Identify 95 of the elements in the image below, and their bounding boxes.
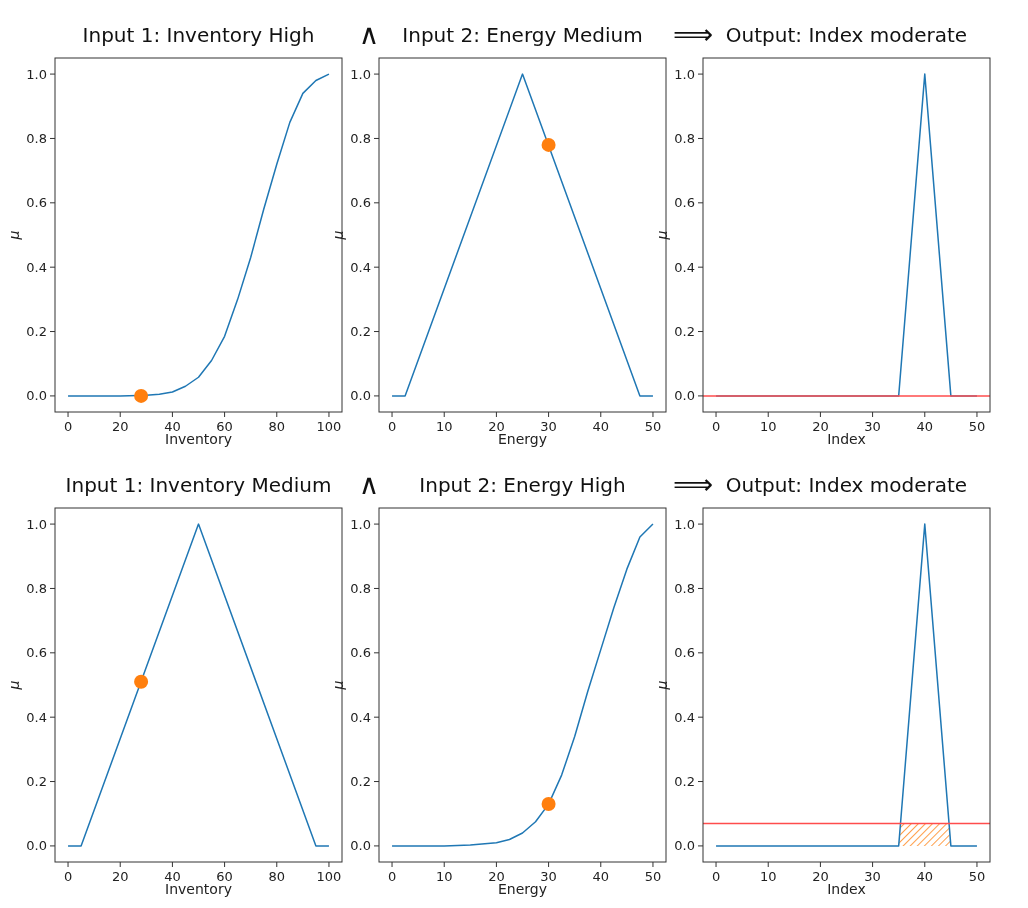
x-tick-label: 10 xyxy=(759,419,777,434)
y-tick-label: 0.2 xyxy=(674,774,695,790)
x-tick-label: 10 xyxy=(759,869,777,884)
chart-title: Input 1: Inventory Medium xyxy=(65,473,332,497)
x-tick-label: 50 xyxy=(644,869,662,884)
y-axis-title: μ xyxy=(330,680,346,691)
x-tick-label: 0 xyxy=(711,869,721,884)
x-tick-label: 80 xyxy=(268,869,286,884)
x-tick-label: 100 xyxy=(316,419,342,434)
y-tick-label: 0.4 xyxy=(674,259,695,275)
x-tick-label: 20 xyxy=(488,419,505,434)
x-tick-label: 30 xyxy=(864,869,881,884)
x-axis-title: Index xyxy=(827,881,866,897)
y-tick-label: 0.0 xyxy=(674,388,695,404)
y-tick-label: 0.4 xyxy=(350,259,371,275)
x-tick-label: 0 xyxy=(387,869,397,884)
y-tick-label: 0.8 xyxy=(674,131,695,146)
text: ⟹ xyxy=(672,18,714,51)
y-tick-label: 0.0 xyxy=(26,838,47,854)
x-tick-label: 80 xyxy=(268,419,286,434)
y-tick-label: 0.4 xyxy=(26,259,47,275)
x-tick-label: 10 xyxy=(435,419,453,434)
y-tick-label: 0.0 xyxy=(674,838,695,854)
line-series xyxy=(391,523,654,847)
text: ∧ xyxy=(358,18,380,51)
x-axis-title: Energy xyxy=(497,431,548,447)
x-tick-label: 30 xyxy=(540,419,557,434)
y-tick-label: 1.0 xyxy=(350,66,371,82)
y-tick-label: 0.2 xyxy=(26,774,47,790)
y-tick-label: 0.8 xyxy=(26,581,47,596)
y-tick-label: 1.0 xyxy=(674,66,695,82)
x-tick-label: 50 xyxy=(968,419,986,434)
y-tick-label: 0.6 xyxy=(26,195,47,211)
y-tick-label: 0.0 xyxy=(350,388,371,404)
y-tick-label: 0.8 xyxy=(26,131,47,146)
x-tick-label: 40 xyxy=(916,869,934,884)
x-tick-label: 40 xyxy=(916,419,934,434)
x-tick-label: 20 xyxy=(812,419,829,434)
y-tick-label: 0.6 xyxy=(674,645,695,661)
y-tick-label: 0.8 xyxy=(350,131,371,146)
y-axis-title: μ xyxy=(654,230,670,241)
x-tick-label: 20 xyxy=(111,419,129,434)
y-axis-title: μ xyxy=(330,230,346,241)
y-tick-label: 1.0 xyxy=(26,516,47,532)
x-tick-label: 20 xyxy=(111,869,129,884)
x-axis-title: Energy xyxy=(497,881,548,897)
x-axis-title: Inventory xyxy=(165,881,232,897)
x-tick-label: 40 xyxy=(592,419,610,434)
text: ⟹ xyxy=(672,468,714,501)
y-tick-label: 0.4 xyxy=(26,709,47,725)
y-tick-label: 1.0 xyxy=(674,516,695,532)
x-tick-label: 40 xyxy=(592,869,610,884)
x-tick-label: 0 xyxy=(711,419,721,434)
x-tick-label: 60 xyxy=(216,869,233,884)
y-axis-title: μ xyxy=(6,230,22,241)
y-tick-label: 1.0 xyxy=(350,516,371,532)
y-axis-title: μ xyxy=(654,680,670,691)
x-tick-label: 0 xyxy=(63,869,73,884)
y-tick-label: 0.8 xyxy=(350,581,371,596)
chart-title: Input 1: Inventory High xyxy=(82,23,315,47)
text: ∧ xyxy=(358,468,380,501)
y-tick-label: 0.4 xyxy=(674,709,695,725)
y-tick-label: 0.6 xyxy=(350,645,371,661)
x-tick-label: 50 xyxy=(644,419,662,434)
x-tick-label: 20 xyxy=(812,869,829,884)
x-axis-title: Inventory xyxy=(165,431,232,447)
x-tick-label: 20 xyxy=(488,869,505,884)
x-axis-title: Index xyxy=(827,431,866,447)
y-tick-label: 0.6 xyxy=(674,195,695,211)
chart-title: Input 2: Energy Medium xyxy=(402,23,643,47)
y-axis-title: μ xyxy=(6,680,22,691)
y-tick-label: 1.0 xyxy=(26,66,47,82)
x-tick-label: 40 xyxy=(164,419,181,434)
x-tick-label: 100 xyxy=(316,869,342,884)
y-tick-label: 0.0 xyxy=(26,388,47,404)
y-tick-label: 0.6 xyxy=(26,645,47,661)
x-tick-label: 30 xyxy=(540,869,557,884)
chart-title: Output: Index moderate xyxy=(725,473,968,497)
chart-title: Output: Index moderate xyxy=(725,23,968,47)
y-tick-label: 0.4 xyxy=(350,709,371,725)
y-tick-label: 0.2 xyxy=(26,324,47,340)
y-tick-label: 0.6 xyxy=(350,195,371,211)
x-tick-label: 0 xyxy=(387,419,397,434)
x-tick-label: 60 xyxy=(216,419,233,434)
y-tick-label: 0.2 xyxy=(350,324,371,340)
x-tick-label: 40 xyxy=(164,869,181,884)
y-tick-label: 0.8 xyxy=(674,581,695,596)
chart-title: Input 2: Energy High xyxy=(419,473,626,497)
y-tick-label: 0.0 xyxy=(350,838,371,854)
y-tick-label: 0.2 xyxy=(350,774,371,790)
y-tick-label: 0.2 xyxy=(674,324,695,340)
x-tick-label: 50 xyxy=(968,869,986,884)
x-tick-label: 0 xyxy=(63,419,73,434)
x-tick-label: 30 xyxy=(864,419,881,434)
x-tick-label: 10 xyxy=(435,869,453,884)
